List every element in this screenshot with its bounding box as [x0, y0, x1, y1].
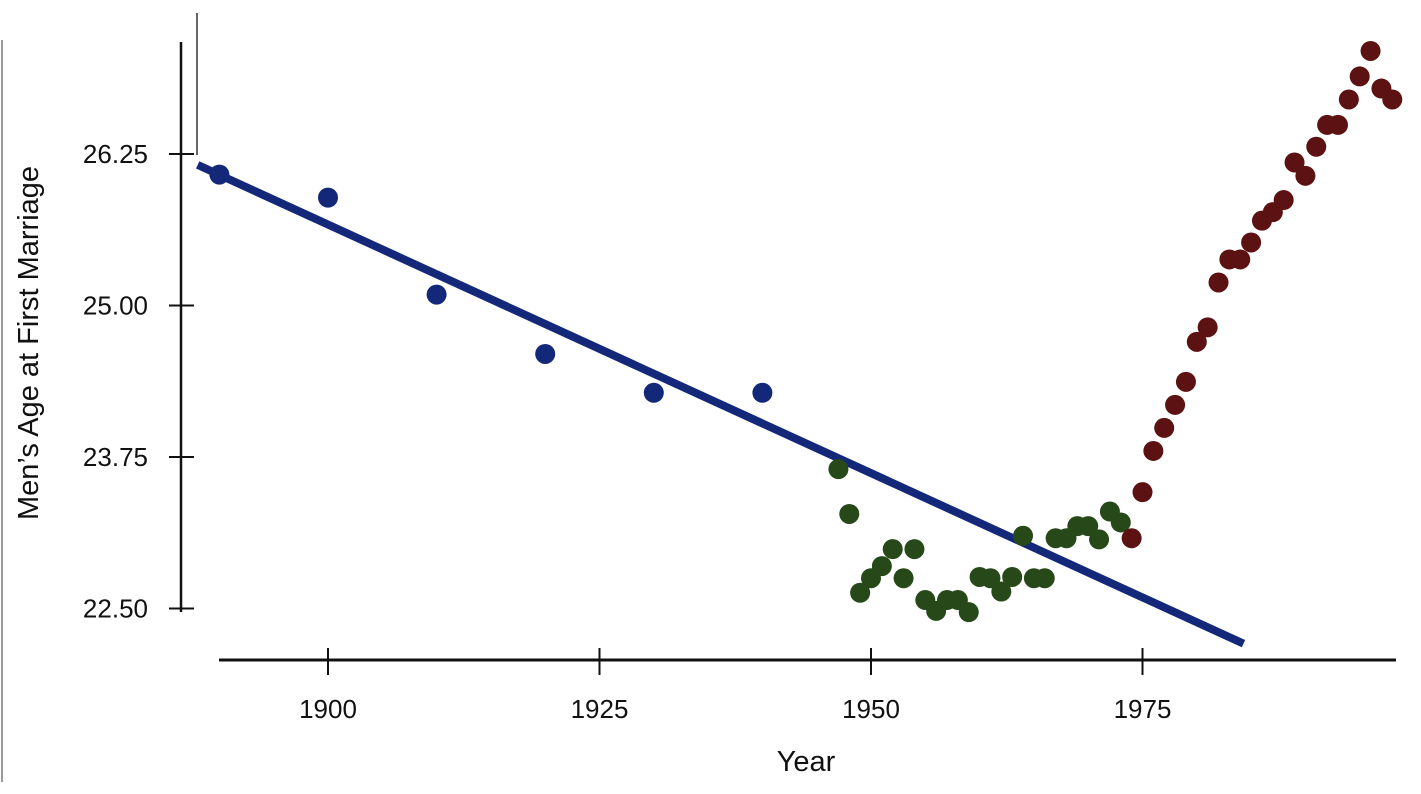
data-point [1273, 190, 1294, 211]
y-tick-label: 26.25 [83, 139, 148, 169]
trend-line [196, 161, 1246, 648]
data-point [643, 382, 664, 403]
data-point [1208, 272, 1229, 293]
data-point [1338, 89, 1359, 110]
data-point [1034, 568, 1055, 589]
data-point [1327, 114, 1348, 135]
x-tick-label: 1975 [1114, 694, 1172, 724]
data-point [980, 568, 1001, 589]
data-point [1143, 440, 1164, 461]
regression-line [196, 161, 1246, 648]
data-point [1306, 136, 1327, 157]
data-point [1132, 482, 1153, 503]
x-axis: 1900 1925 1950 1975 Year [219, 648, 1396, 778]
y-axis: 22.50 23.75 25.00 26.25 Men’s Age at First … [13, 42, 194, 624]
y-tick-label: 22.50 [83, 594, 148, 624]
data-point [535, 343, 556, 364]
data-point [958, 602, 979, 623]
y-axis-title: Men’s Age at First Marriage [13, 166, 45, 520]
data-points [209, 40, 1403, 623]
data-point [318, 187, 338, 208]
data-point [850, 582, 871, 603]
x-tick-label: 1900 [299, 694, 357, 724]
data-point [1197, 317, 1218, 338]
series-2 [828, 459, 1131, 623]
data-point [209, 164, 230, 185]
data-point [1284, 152, 1305, 173]
data-point [1295, 165, 1316, 186]
data-point [991, 581, 1012, 602]
data-point [904, 539, 925, 560]
data-point [752, 382, 773, 403]
data-point [839, 503, 860, 524]
x-tick-label: 1950 [842, 694, 900, 724]
data-point [1349, 66, 1370, 87]
data-point [1360, 40, 1381, 61]
x-ticks: 1900 1925 1950 1975 [299, 648, 1171, 724]
data-point [1186, 331, 1207, 352]
data-point [893, 568, 914, 589]
x-tick-label: 1925 [571, 694, 629, 724]
data-point [882, 539, 903, 560]
data-point [1382, 89, 1403, 110]
data-point [1175, 371, 1196, 392]
data-point [1154, 417, 1175, 438]
data-point [1013, 525, 1034, 546]
data-point [1002, 566, 1023, 587]
data-point [871, 556, 892, 577]
y-ticks: 22.50 23.75 25.00 26.25 [83, 139, 194, 624]
data-point [828, 459, 849, 480]
data-point [1089, 529, 1110, 550]
data-point [426, 284, 447, 305]
data-point [1078, 516, 1099, 537]
series-1 [209, 164, 773, 403]
y-tick-label: 25.00 [83, 291, 148, 321]
y-tick-label: 23.75 [83, 442, 148, 472]
data-point [1121, 528, 1142, 549]
data-point [1241, 232, 1262, 253]
data-point [1165, 394, 1186, 415]
x-axis-title: Year [777, 746, 836, 778]
data-point [1230, 249, 1251, 270]
series-3 [1121, 40, 1403, 549]
data-point [1110, 512, 1131, 533]
